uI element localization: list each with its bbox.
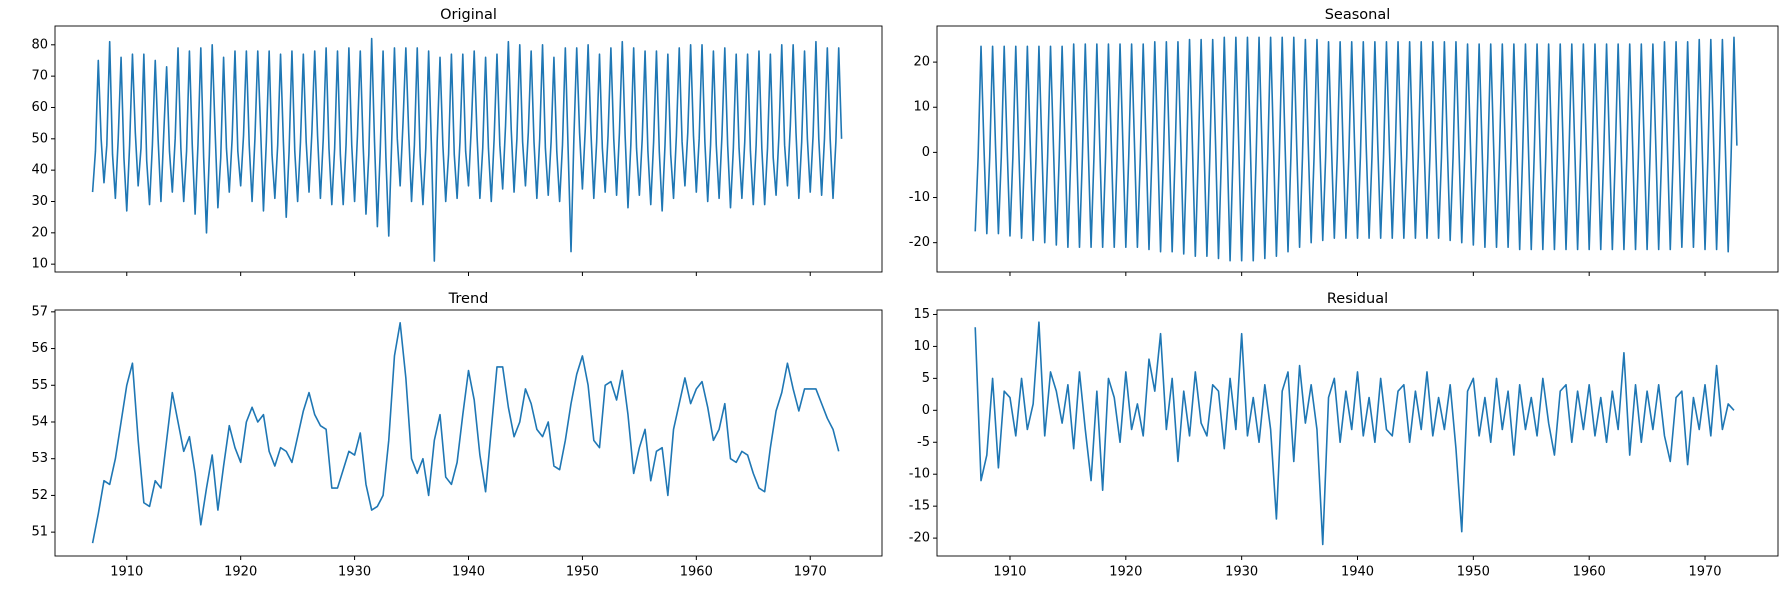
x-tick-label: 1960 [680,565,713,580]
y-tick-label: 10 [913,339,930,354]
x-tick-label: 1960 [1573,565,1606,580]
x-tick-label: 1970 [1688,565,1721,580]
y-tick-label: 52 [31,488,48,503]
x-tick-label: 1910 [993,565,1026,580]
data-line [91,37,843,262]
x-tick-label: 1920 [224,565,257,580]
panel-title: Seasonal [1325,7,1391,23]
y-tick-label: -10 [909,467,930,482]
axes-frame [54,25,883,273]
y-tick-label: 57 [31,304,48,319]
y-tick-label: -20 [909,235,930,250]
panel-title: Original [440,7,497,23]
y-tick-label: -15 [909,499,930,514]
axes-frame [936,25,1779,273]
panel-title: Residual [1327,291,1388,307]
y-tick-label: 55 [31,378,48,393]
y-tick-label: 5 [922,371,930,386]
y-tick-label: -10 [909,190,930,205]
x-tick-label: 1930 [1225,565,1258,580]
data-line [974,36,1738,262]
y-tick-label: -20 [909,531,930,546]
y-tick-label: 10 [913,100,930,115]
y-tick-label: 10 [31,257,48,272]
x-tick-label: 1920 [1109,565,1142,580]
x-tick-label: 1950 [566,565,599,580]
x-tick-label: 1930 [338,565,371,580]
y-tick-label: 80 [31,37,48,52]
y-tick-label: 40 [31,163,48,178]
x-tick-label: 1910 [110,565,143,580]
panel-title: Trend [448,291,489,307]
y-tick-label: 70 [31,69,48,84]
data-line [974,321,1735,546]
axes-frame [936,309,1779,557]
y-tick-label: 30 [31,194,48,209]
y-tick-label: 60 [31,100,48,115]
y-tick-label: 54 [31,414,48,429]
x-tick-label: 1970 [794,565,827,580]
data-line [91,322,840,544]
axes-frame [54,309,883,557]
x-tick-label: 1940 [452,565,485,580]
y-tick-label: 56 [31,341,48,356]
y-tick-label: 51 [31,525,48,540]
y-tick-label: 20 [31,225,48,240]
y-tick-label: -5 [917,435,930,450]
y-tick-label: 50 [31,131,48,146]
y-tick-label: 0 [922,145,930,160]
x-tick-label: 1940 [1341,565,1374,580]
x-tick-label: 1950 [1457,565,1490,580]
y-tick-label: 0 [922,403,930,418]
y-tick-label: 53 [31,451,48,466]
y-tick-label: 15 [913,307,930,322]
y-tick-label: 20 [913,55,930,70]
